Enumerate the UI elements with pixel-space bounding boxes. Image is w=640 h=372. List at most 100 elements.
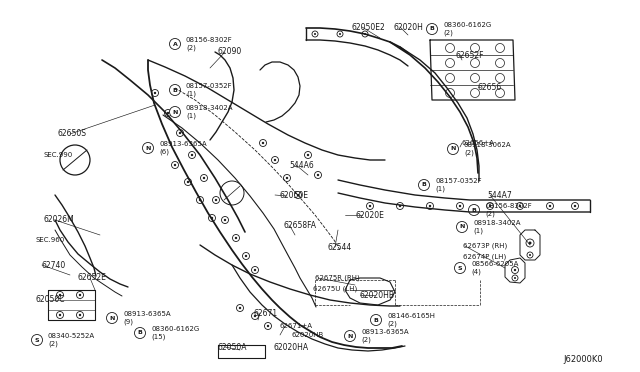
Circle shape <box>305 151 312 158</box>
Circle shape <box>397 202 403 209</box>
Circle shape <box>59 314 61 316</box>
Circle shape <box>470 89 479 97</box>
Text: B: B <box>173 87 177 93</box>
Circle shape <box>235 237 237 239</box>
Circle shape <box>495 89 504 97</box>
Circle shape <box>79 294 81 296</box>
Circle shape <box>445 89 454 97</box>
Text: 62050C: 62050C <box>35 295 65 305</box>
Circle shape <box>445 44 454 52</box>
Text: 62658FA: 62658FA <box>284 221 317 231</box>
Circle shape <box>172 161 179 169</box>
Circle shape <box>470 58 479 67</box>
Circle shape <box>456 202 463 209</box>
Circle shape <box>468 205 479 215</box>
Circle shape <box>399 205 401 207</box>
Text: 62656+A: 62656+A <box>462 140 495 146</box>
Circle shape <box>429 205 431 207</box>
Text: 62020HA: 62020HA <box>273 343 308 352</box>
Text: B: B <box>138 330 143 336</box>
Circle shape <box>445 74 454 83</box>
Text: 62674P (LH): 62674P (LH) <box>463 254 506 260</box>
Circle shape <box>574 205 576 207</box>
Circle shape <box>297 194 300 196</box>
Text: 62020HB: 62020HB <box>292 332 324 338</box>
Text: S: S <box>458 266 462 270</box>
Circle shape <box>221 217 228 224</box>
Circle shape <box>548 205 551 207</box>
Circle shape <box>252 266 259 273</box>
Text: 62652F: 62652F <box>455 51 483 61</box>
Circle shape <box>344 330 355 341</box>
Text: 08913-6365A
(2): 08913-6365A (2) <box>361 329 408 343</box>
Text: 08360-6162G
(15): 08360-6162G (15) <box>151 326 199 340</box>
Circle shape <box>179 132 181 134</box>
Text: SEC.960: SEC.960 <box>35 237 64 243</box>
Circle shape <box>529 254 531 256</box>
Text: 08913-6365A
(9): 08913-6365A (9) <box>123 311 171 325</box>
Circle shape <box>529 241 531 244</box>
Text: 08360-6162G
(2): 08360-6162G (2) <box>443 22 492 36</box>
Text: J62000K0: J62000K0 <box>563 356 603 365</box>
Circle shape <box>154 92 156 94</box>
Circle shape <box>312 31 318 37</box>
Circle shape <box>271 157 278 164</box>
Circle shape <box>152 90 159 96</box>
Circle shape <box>189 151 195 158</box>
Text: B: B <box>374 317 378 323</box>
Text: 544A7: 544A7 <box>487 190 512 199</box>
Circle shape <box>516 202 524 209</box>
Text: 62090: 62090 <box>218 48 243 57</box>
Circle shape <box>60 145 90 175</box>
Circle shape <box>470 74 479 83</box>
Circle shape <box>220 181 244 205</box>
Circle shape <box>174 164 176 166</box>
Circle shape <box>264 323 271 330</box>
Text: 08566-6205A
(4): 08566-6205A (4) <box>471 261 518 275</box>
Text: 62050E: 62050E <box>280 192 309 201</box>
Circle shape <box>526 239 534 247</box>
Circle shape <box>212 196 220 203</box>
Circle shape <box>426 23 438 35</box>
Text: 62020E: 62020E <box>355 211 384 219</box>
Circle shape <box>209 215 216 221</box>
Circle shape <box>274 159 276 161</box>
Circle shape <box>167 112 169 114</box>
Circle shape <box>307 154 309 156</box>
Circle shape <box>170 106 180 118</box>
Circle shape <box>187 181 189 183</box>
Circle shape <box>211 217 213 219</box>
Text: 08913-6365A
(6): 08913-6365A (6) <box>159 141 207 155</box>
Circle shape <box>486 202 493 209</box>
Circle shape <box>454 263 465 273</box>
Text: B: B <box>429 26 435 32</box>
Circle shape <box>284 174 291 182</box>
Circle shape <box>314 33 316 35</box>
Circle shape <box>184 179 191 186</box>
Text: 62050E2: 62050E2 <box>352 22 386 32</box>
Text: N: N <box>451 147 456 151</box>
Text: 62650S: 62650S <box>57 129 86 138</box>
Circle shape <box>79 314 81 316</box>
Circle shape <box>456 221 467 232</box>
Circle shape <box>252 312 259 320</box>
Text: 62026M: 62026M <box>44 215 75 224</box>
Circle shape <box>314 171 321 179</box>
Circle shape <box>459 205 461 207</box>
Circle shape <box>511 266 518 273</box>
Circle shape <box>364 33 366 35</box>
Circle shape <box>489 205 492 207</box>
Text: 62673P (RH): 62673P (RH) <box>463 243 508 249</box>
Text: N: N <box>109 315 115 321</box>
Circle shape <box>254 315 256 317</box>
Circle shape <box>56 311 63 318</box>
Circle shape <box>519 205 521 207</box>
Circle shape <box>371 314 381 326</box>
Circle shape <box>317 174 319 176</box>
Circle shape <box>294 192 301 199</box>
Text: 62671+A: 62671+A <box>279 323 312 329</box>
Circle shape <box>512 275 518 281</box>
Text: 62675R (RH): 62675R (RH) <box>315 275 360 281</box>
Circle shape <box>547 202 554 209</box>
Text: B: B <box>472 208 476 212</box>
